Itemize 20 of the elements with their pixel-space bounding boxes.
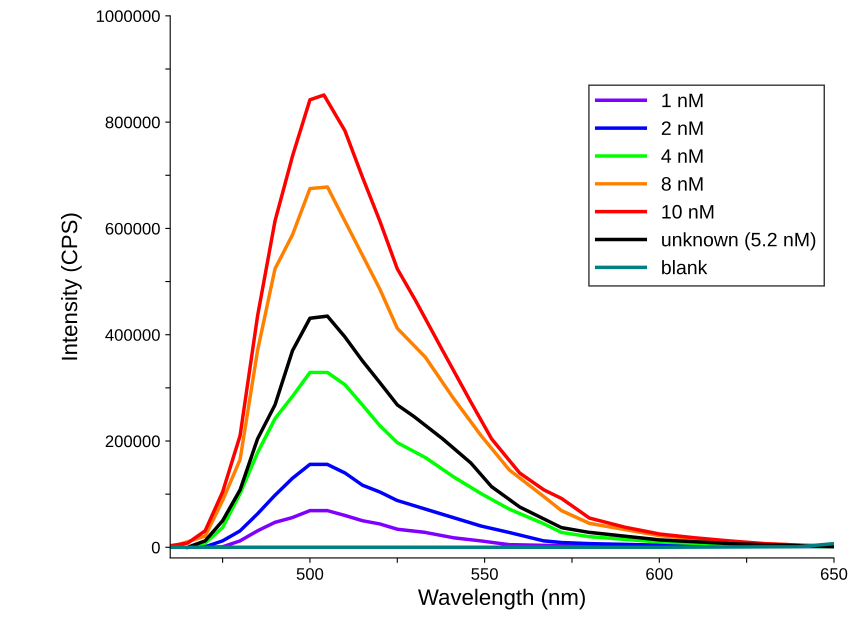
y-tick-label: 800000: [106, 116, 160, 128]
x-tick-label: 550: [471, 568, 498, 580]
legend-label: unknown (5.2 nM): [662, 232, 816, 250]
x-tick-label: 500: [296, 568, 324, 580]
legend-label: 2 nM: [662, 121, 702, 135]
x-tick-label: 650: [820, 568, 848, 580]
legend-label: 4 nM: [661, 149, 702, 163]
y-tick-label: 1000000: [96, 10, 160, 22]
y-tick-label: 200000: [106, 435, 160, 448]
legend-label: 8 nM: [662, 177, 702, 191]
y-tick-label: 600000: [106, 222, 160, 235]
legend-label: blank: [662, 260, 708, 274]
y-tick-label: 0: [152, 542, 160, 554]
y-tick-label: 400000: [105, 329, 160, 341]
x-tick-label: 600: [646, 568, 673, 580]
y-axis-title: Intensity (CPS): [60, 214, 82, 360]
line-series: [186, 314, 834, 550]
legend-label: 1 nM: [662, 94, 702, 108]
legend-label: 10 nM: [662, 204, 714, 219]
x-axis-title: Wavelength (nm): [418, 588, 585, 610]
